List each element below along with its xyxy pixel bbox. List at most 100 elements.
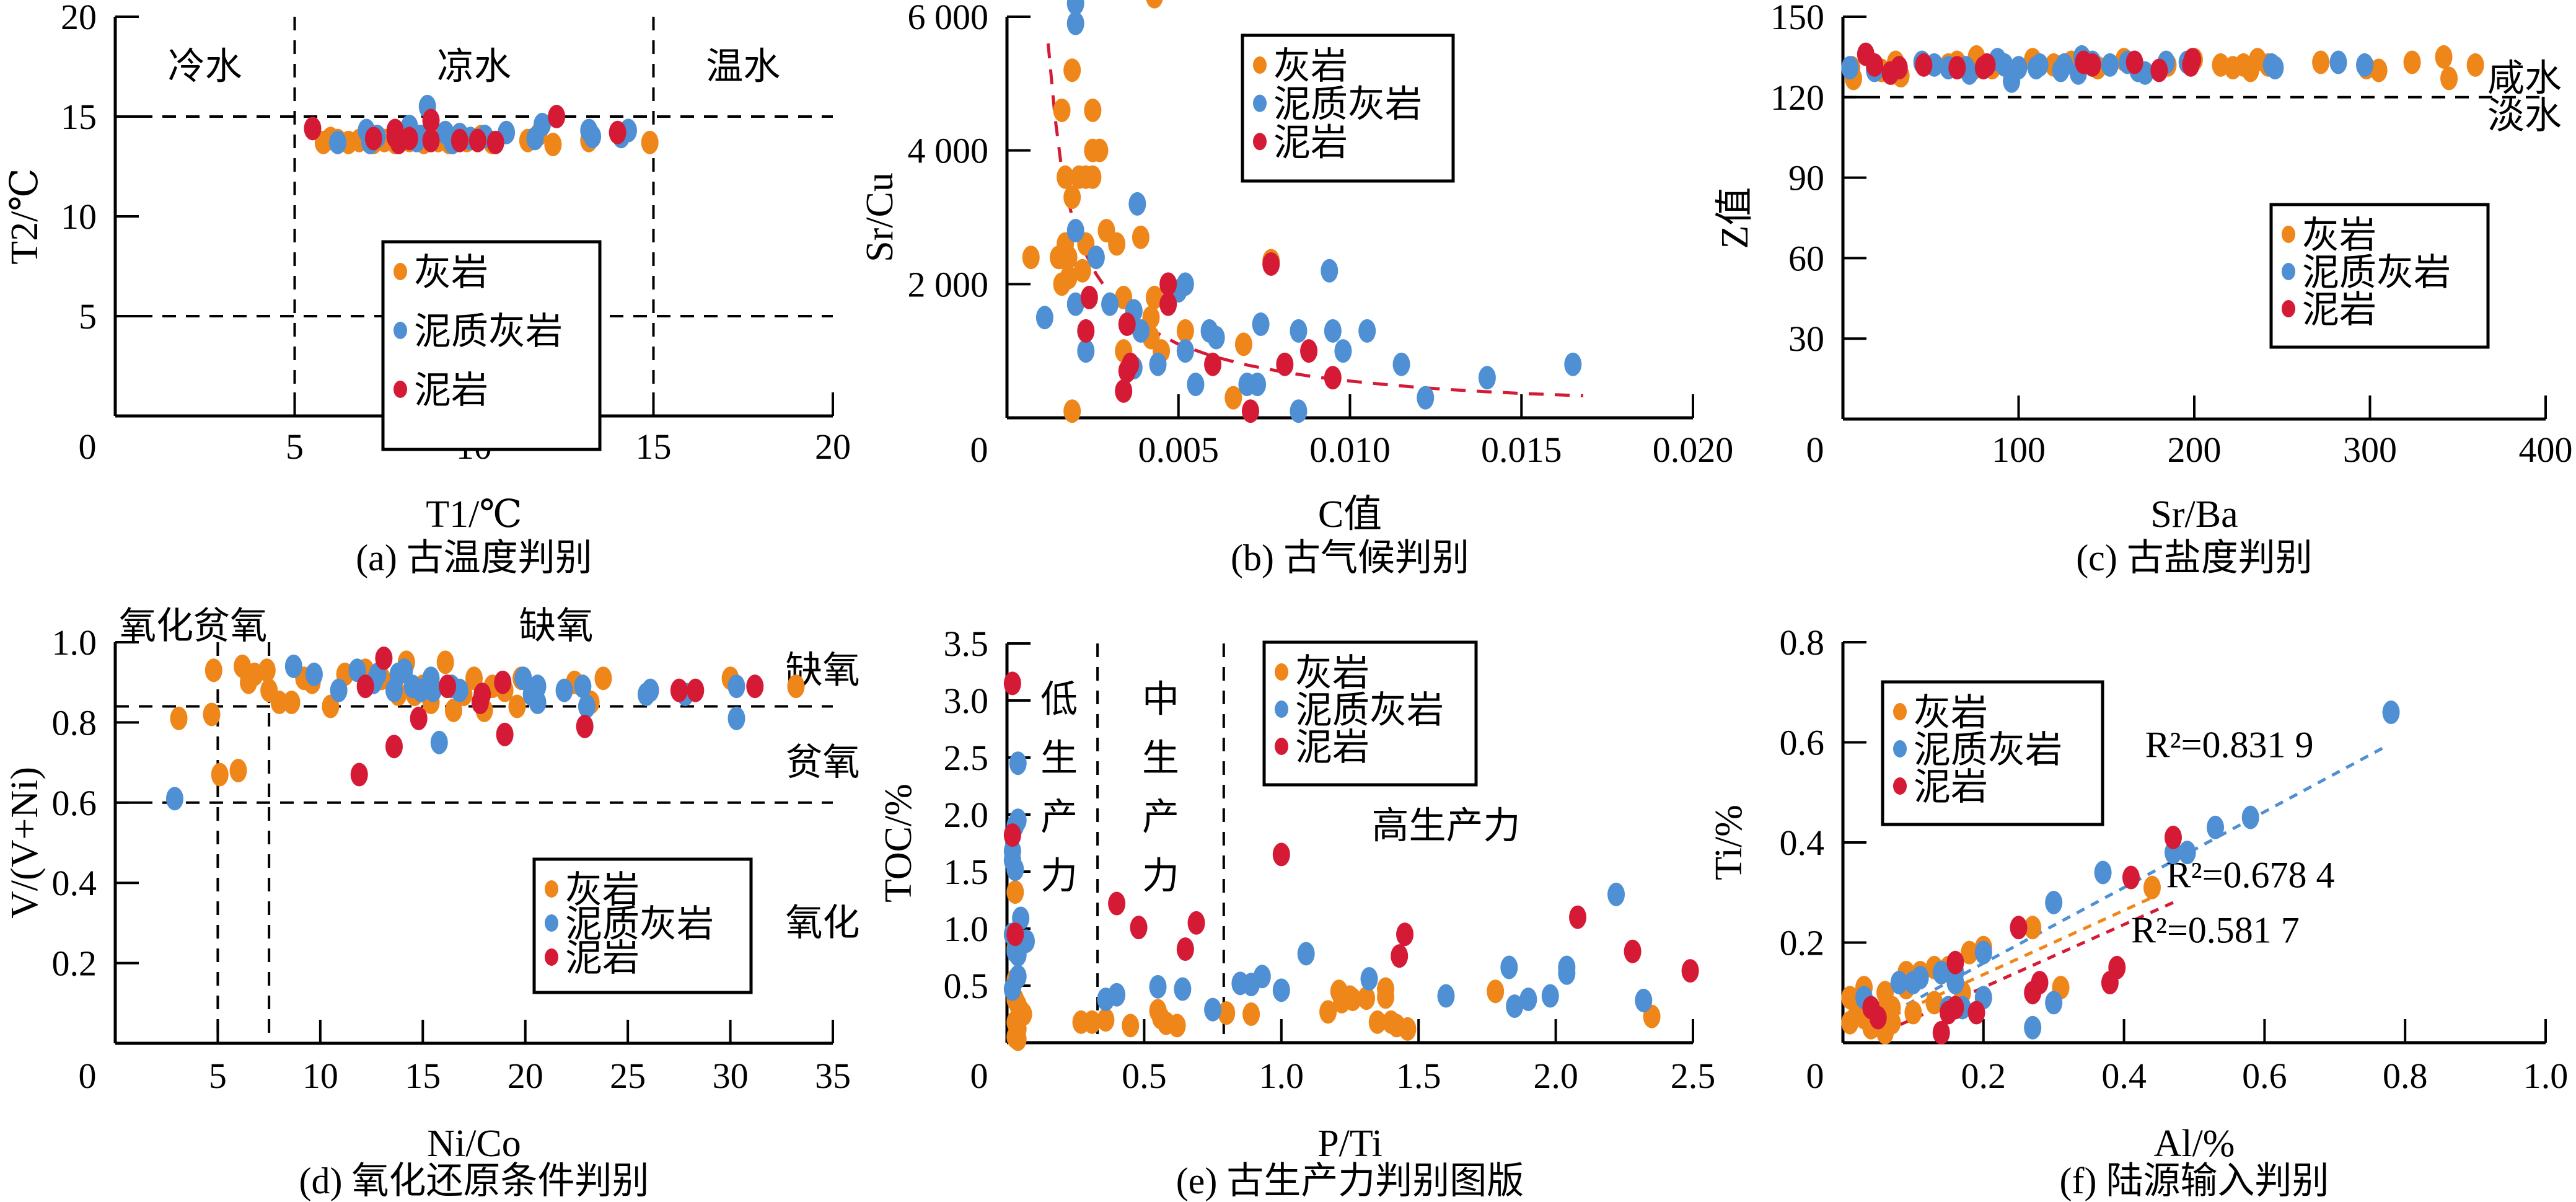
y-tick-label: 6 000 [908,0,989,37]
data-point [1218,1001,1236,1025]
data-point [2125,50,2143,74]
legend-box [532,857,753,994]
data-point [496,722,514,746]
data-point [1324,366,1342,390]
data-point [2045,991,2063,1015]
data-point [2150,58,2168,82]
x-tick-label: 20 [815,426,851,467]
data-point [1108,891,1126,916]
data-point [1149,974,1167,999]
data-point [2164,825,2182,849]
data-point [1234,332,1252,356]
r-squared-label: R²=0.581 7 [2131,910,2300,951]
data-point [1057,165,1075,189]
data-point [1681,959,1699,983]
data-point [1128,192,1146,216]
y-axis-title: TOC/% [877,784,920,903]
legend-box [1241,33,1455,183]
data-point [2108,955,2126,979]
y-tick-label: 0.5 [944,966,989,1006]
data-point [473,683,491,707]
data-point [364,126,382,151]
data-point [1035,306,1053,330]
data-point [1084,165,1102,189]
data-point [422,128,440,152]
data-point [609,120,626,144]
data-point [1961,940,1979,965]
data-point [2031,971,2049,995]
data-point [1417,386,1435,410]
region-label-char: 力 [1142,855,1179,896]
x-tick-label: 1.0 [2523,1056,2569,1096]
data-point [1564,352,1582,376]
data-point [1101,292,1119,316]
legend-marker-limestone [393,263,407,280]
data-point [1932,1020,1950,1045]
y-tick-label: 0.6 [1780,723,1825,763]
data-point [1176,319,1194,343]
data-point [1242,1002,1260,1026]
data-point [1890,56,1908,80]
data-point [1319,1000,1337,1024]
data-point [284,654,302,678]
data-point [1272,978,1290,1002]
data-point [270,691,288,715]
x-axis-title: Sr/Ba [2150,493,2238,536]
data-point [1904,1001,1922,1025]
data-point [1130,916,1148,940]
legend-label: 泥质灰岩 [1273,84,1422,125]
data-point [2466,53,2484,77]
legend-marker-marly_limestone [393,322,407,339]
legend-marker-mudstone [545,948,558,966]
data-point [1159,272,1177,296]
data-point [2024,916,2042,940]
data-point [1080,285,1098,309]
region-label: 贫氧 [785,742,859,783]
data-point [2355,53,2373,77]
data-point [594,666,612,691]
y-tick-label: 20 [61,0,97,37]
data-point [1168,1014,1186,1038]
data-point [1272,842,1290,867]
regression-line-limestone [1877,896,2153,1024]
x-axis-title: T1/℃ [426,493,522,536]
data-point [1252,312,1270,337]
x-tick-label: 20 [508,1056,543,1096]
data-point [2083,53,2101,77]
legend-marker-limestone [1253,56,1267,74]
y-axis-title: V/(V+Ni) [4,767,46,919]
data-point [283,691,301,715]
panel-caption: (e) 古生产力判别图版 [1176,1160,1524,1201]
data-point [1635,988,1653,1012]
data-point [1009,1027,1027,1051]
data-point [529,691,547,715]
data-point [1368,1010,1386,1034]
x-axis-title: Ni/Co [427,1123,521,1165]
data-point [2312,50,2330,74]
region-label-char: 生 [1142,738,1179,779]
legend-label: 灰岩 [1295,653,1369,694]
data-point [1022,245,1040,270]
legend-marker-limestone [1275,663,1288,681]
legend-marker-limestone [1893,703,1907,720]
panel-caption: (c) 古盐度判别 [2076,537,2313,578]
data-point [1624,939,1642,963]
data-point [1932,960,1950,984]
region-label: 咸水 [2487,58,2562,99]
data-point [1276,352,1294,376]
data-point [1146,0,1163,9]
data-point [534,112,552,136]
data-point [1060,245,1078,270]
legend-label: 泥岩 [1273,122,1348,163]
data-point [1066,292,1084,316]
legend-marker-marly_limestone [1253,94,1267,112]
region-label: 高生产力 [1371,805,1520,846]
data-point [2055,53,2073,77]
data-point [304,117,322,141]
data-point [508,694,526,718]
data-point [2207,815,2225,839]
region-label: 冷水 [168,46,242,87]
